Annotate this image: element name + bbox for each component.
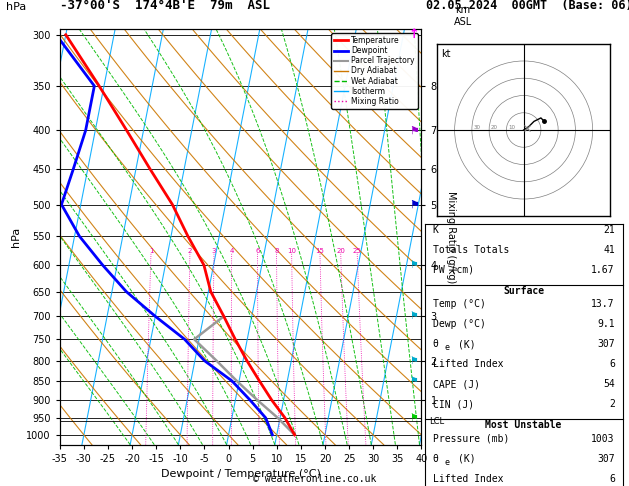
- Text: 2: 2: [187, 248, 192, 254]
- Legend: Temperature, Dewpoint, Parcel Trajectory, Dry Adiabat, Wet Adiabat, Isotherm, Mi: Temperature, Dewpoint, Parcel Trajectory…: [331, 33, 418, 109]
- Text: 13.7: 13.7: [591, 299, 615, 310]
- Text: Totals Totals: Totals Totals: [433, 244, 509, 255]
- Text: ⚑: ⚑: [409, 260, 418, 270]
- Text: LCL: LCL: [429, 417, 444, 426]
- Text: 10: 10: [508, 125, 515, 130]
- Text: 1.67: 1.67: [591, 264, 615, 275]
- Text: 41: 41: [603, 244, 615, 255]
- Text: PW (cm): PW (cm): [433, 264, 474, 275]
- Text: 21: 21: [603, 225, 615, 235]
- Text: (K): (K): [459, 339, 476, 349]
- Text: θ: θ: [433, 339, 438, 349]
- Text: 307: 307: [597, 454, 615, 464]
- Text: Temp (°C): Temp (°C): [433, 299, 486, 310]
- Text: 307: 307: [597, 339, 615, 349]
- Text: ⚑: ⚑: [409, 200, 419, 209]
- Text: ⚑: ⚑: [409, 413, 418, 423]
- Text: © weatheronline.co.uk: © weatheronline.co.uk: [253, 473, 376, 484]
- Text: 25: 25: [353, 248, 362, 254]
- Text: hPa: hPa: [6, 2, 26, 12]
- Text: 6: 6: [609, 359, 615, 369]
- Text: 30: 30: [474, 125, 481, 130]
- Text: ⚑: ⚑: [409, 356, 418, 365]
- Text: km
ASL: km ASL: [454, 5, 472, 27]
- Text: 20: 20: [491, 125, 498, 130]
- Text: Pressure (mb): Pressure (mb): [433, 434, 509, 444]
- Text: K: K: [433, 225, 438, 235]
- Text: CIN (J): CIN (J): [433, 399, 474, 409]
- Text: 3: 3: [212, 248, 216, 254]
- Text: ⚑: ⚑: [409, 312, 418, 321]
- Text: kt: kt: [441, 49, 450, 59]
- Text: ⚑: ⚑: [409, 125, 419, 136]
- Text: Most Unstable: Most Unstable: [486, 420, 562, 430]
- Text: 20: 20: [337, 248, 345, 254]
- Text: 10: 10: [287, 248, 296, 254]
- Text: 6: 6: [609, 474, 615, 484]
- Text: Lifted Index: Lifted Index: [433, 474, 503, 484]
- Text: ⚑: ⚑: [409, 376, 418, 386]
- Text: -37°00'S  174°4B'E  79m  ASL: -37°00'S 174°4B'E 79m ASL: [60, 0, 270, 12]
- Text: e: e: [445, 457, 449, 467]
- Text: 9.1: 9.1: [597, 319, 615, 330]
- Text: 02.05.2024  00GMT  (Base: 06): 02.05.2024 00GMT (Base: 06): [426, 0, 629, 12]
- Text: 1003: 1003: [591, 434, 615, 444]
- Text: θ: θ: [433, 454, 438, 464]
- Y-axis label: Mixing Ratio (g/kg): Mixing Ratio (g/kg): [446, 191, 456, 283]
- Text: 8: 8: [274, 248, 279, 254]
- Text: 6: 6: [255, 248, 260, 254]
- Text: 15: 15: [316, 248, 325, 254]
- Text: 54: 54: [603, 379, 615, 389]
- Text: ↑: ↑: [409, 28, 419, 41]
- Text: (K): (K): [459, 454, 476, 464]
- Text: 2: 2: [609, 399, 615, 409]
- Text: Dewp (°C): Dewp (°C): [433, 319, 486, 330]
- Text: Lifted Index: Lifted Index: [433, 359, 503, 369]
- Text: Surface: Surface: [503, 286, 544, 296]
- Y-axis label: hPa: hPa: [11, 227, 21, 247]
- X-axis label: Dewpoint / Temperature (°C): Dewpoint / Temperature (°C): [160, 469, 321, 479]
- Text: CAPE (J): CAPE (J): [433, 379, 479, 389]
- Text: e: e: [445, 343, 449, 352]
- Text: 4: 4: [230, 248, 234, 254]
- Text: 1: 1: [148, 248, 153, 254]
